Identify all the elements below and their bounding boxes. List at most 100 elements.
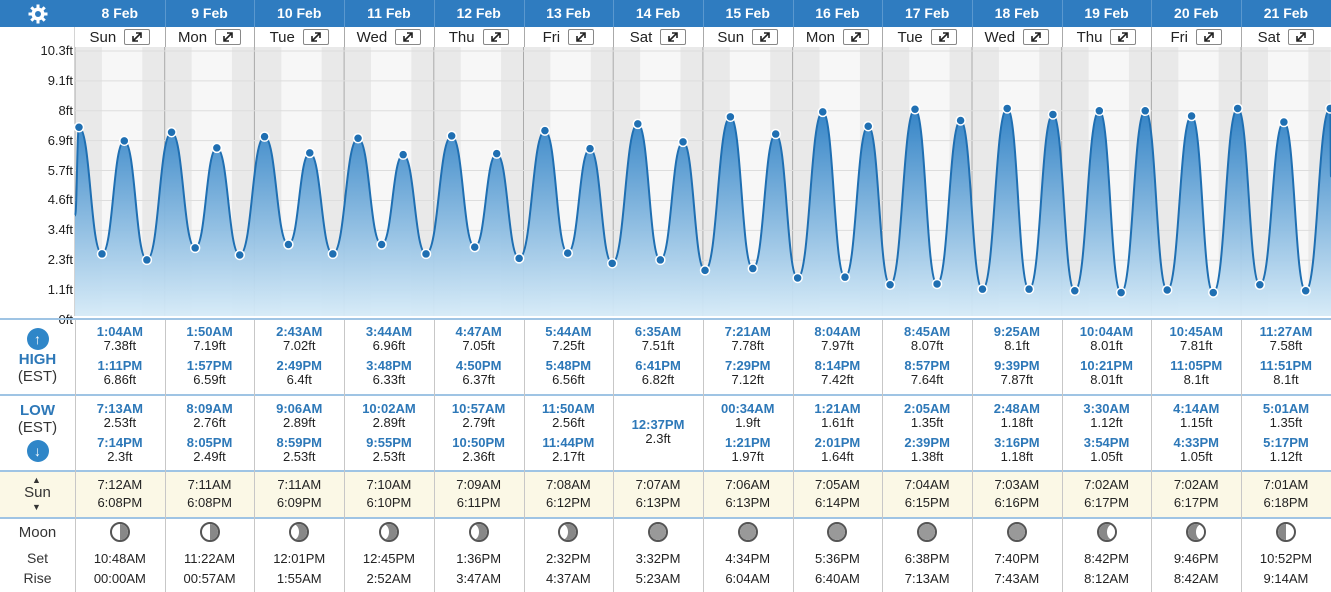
column-divider [613, 320, 615, 592]
weekday-label: Sun [89, 28, 117, 46]
tide-point[interactable] [792, 272, 803, 284]
expand-icon[interactable] [843, 29, 870, 45]
expand-icon[interactable] [124, 29, 151, 45]
low-height: 1.35ft [1269, 415, 1303, 430]
tide-point[interactable] [1023, 283, 1035, 295]
high-time: 10:04AM [1079, 324, 1134, 339]
tide-point[interactable] [73, 122, 85, 133]
tide-point[interactable] [397, 149, 409, 160]
tide-point[interactable] [446, 130, 457, 142]
arrow-down-icon[interactable]: ↓ [26, 440, 49, 462]
tide-point[interactable] [632, 118, 644, 130]
date-divider [1151, 0, 1153, 27]
date-divider [523, 0, 525, 27]
tide-point[interactable] [420, 248, 432, 260]
tide-point[interactable] [189, 242, 201, 254]
tide-point[interactable] [909, 103, 921, 115]
sun-toggle-icon[interactable]: ▼ [32, 502, 41, 512]
tide-point[interactable] [747, 263, 759, 274]
tide-point[interactable] [1186, 110, 1197, 122]
tide-point[interactable] [931, 278, 943, 290]
gear-icon[interactable] [0, 0, 75, 27]
high-label: HIGH [18, 351, 57, 368]
tide-point[interactable] [1300, 285, 1311, 296]
tide-point[interactable] [1047, 109, 1059, 120]
expand-icon[interactable] [660, 29, 687, 45]
date-divider [344, 0, 346, 27]
tide-point[interactable] [817, 106, 828, 118]
high-time: 3:44AM [365, 324, 413, 339]
tide-point[interactable] [1115, 287, 1127, 298]
tide-point[interactable] [699, 265, 711, 276]
tide-point[interactable] [469, 241, 480, 253]
sun-toggle-icon[interactable]: ▲ [32, 475, 41, 485]
arrow-up-icon[interactable]: ↑ [26, 328, 49, 350]
day-divider [613, 27, 615, 47]
tide-point[interactable] [96, 248, 108, 260]
expand-icon[interactable] [752, 29, 779, 45]
tide-point[interactable] [677, 136, 689, 148]
expand-icon[interactable] [1195, 29, 1222, 45]
high-height: 6.33ft [372, 372, 406, 387]
tide-point[interactable] [884, 279, 896, 290]
tide-point[interactable] [166, 126, 177, 138]
tide-point[interactable] [1208, 287, 1219, 298]
tide-point[interactable] [862, 120, 874, 132]
tide-point[interactable] [1139, 105, 1151, 117]
tide-point[interactable] [513, 253, 525, 264]
tide-point[interactable] [141, 254, 153, 266]
tide-point[interactable] [1069, 285, 1081, 296]
tide-point[interactable] [725, 111, 736, 123]
tide-point[interactable] [1254, 279, 1266, 290]
tide-point[interactable] [1001, 103, 1013, 114]
sunrise-time: 7:11AM [187, 477, 232, 492]
high-height: 8.1ft [1273, 372, 1299, 387]
date-divider [1241, 0, 1243, 27]
tide-point[interactable] [1232, 103, 1243, 114]
expand-icon[interactable] [482, 29, 509, 45]
tide-point[interactable] [584, 143, 596, 154]
expand-icon[interactable] [1288, 29, 1315, 45]
tide-point[interactable] [770, 128, 781, 140]
moon-phase [613, 522, 703, 547]
tide-point[interactable] [283, 239, 294, 250]
weekday-cell: Thu [1062, 27, 1152, 47]
expand-icon[interactable] [1110, 29, 1137, 45]
tide-point[interactable] [211, 142, 223, 154]
tide-point[interactable] [1094, 105, 1105, 117]
day-divider [702, 27, 704, 47]
moonrise-time: 1:55AM [276, 571, 322, 586]
sunrise-time: 7:06AM [725, 477, 771, 492]
tide-point[interactable] [119, 135, 130, 147]
expand-icon[interactable] [568, 29, 595, 45]
tide-point[interactable] [1324, 103, 1331, 114]
sunset-time: 6:17PM [1084, 495, 1129, 510]
tide-point[interactable] [977, 283, 988, 295]
expand-icon[interactable] [302, 29, 329, 45]
high-tide-section: ↑ [0, 328, 75, 350]
tide-point[interactable] [655, 254, 666, 266]
tide-point[interactable] [234, 249, 246, 261]
day-divider [344, 27, 346, 47]
tide-point[interactable] [352, 132, 364, 144]
tide-point[interactable] [1278, 116, 1290, 128]
tide-point[interactable] [304, 147, 316, 159]
high-time: 11:51PM [1259, 358, 1312, 373]
date-label: 16 Feb [815, 5, 860, 21]
expand-icon[interactable] [930, 29, 957, 45]
tide-point[interactable] [1161, 284, 1173, 296]
expand-icon[interactable] [395, 29, 422, 45]
tide-point[interactable] [955, 115, 966, 126]
tide-point[interactable] [376, 239, 387, 250]
tide-point[interactable] [327, 248, 339, 260]
tide-point[interactable] [491, 148, 502, 159]
tide-point[interactable] [562, 247, 573, 259]
tide-point[interactable] [539, 125, 551, 136]
tide-point[interactable] [259, 131, 270, 142]
tide-point[interactable] [839, 271, 851, 283]
sunrise-time: 7:10AM [366, 477, 412, 492]
expand-icon[interactable] [1023, 29, 1050, 45]
tide-point[interactable] [606, 258, 618, 269]
expand-icon[interactable] [215, 29, 242, 45]
moon-phase-icon [1006, 522, 1027, 542]
